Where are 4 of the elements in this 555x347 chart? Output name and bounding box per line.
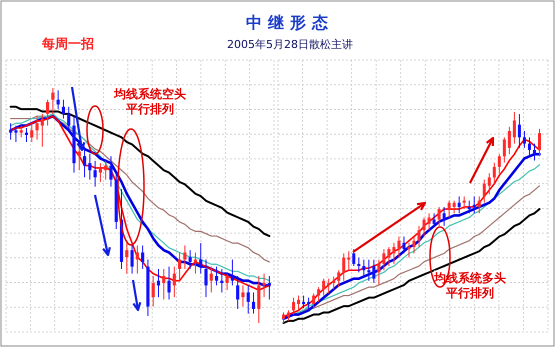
annotation: 每周一招 — [42, 37, 94, 52]
annotation: 均线系统空头平行排列 — [114, 87, 186, 116]
title: 中继形态 — [246, 13, 334, 32]
subtitle: 2005年5月28日散松主讲 — [227, 38, 353, 51]
